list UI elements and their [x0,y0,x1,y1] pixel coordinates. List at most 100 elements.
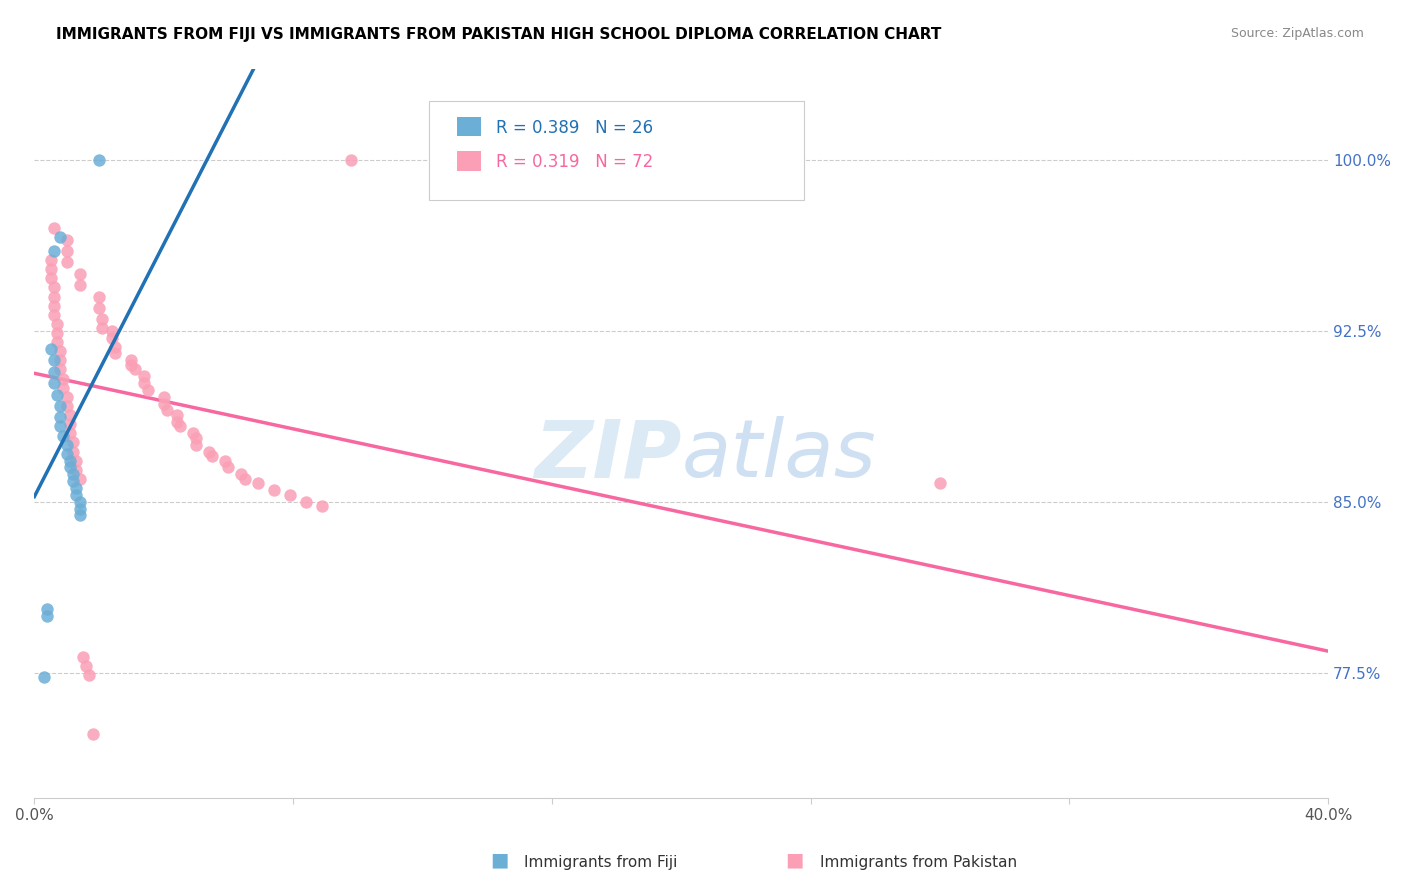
Point [263,483,285,498]
Point [166,408,188,422]
Point [233,472,256,486]
Point [246,476,269,491]
Text: ■: ■ [489,851,509,870]
Point [120,353,142,368]
Point [91,321,114,335]
Point [134,376,156,391]
Text: Immigrants from Pakistan: Immigrants from Pakistan [820,855,1017,870]
Point [59,417,82,432]
Point [39,271,62,285]
Point [278,488,301,502]
Point [49,353,72,368]
Point [69,501,91,516]
Point [79,668,101,682]
Point [69,278,91,293]
Point [124,362,146,376]
Point [82,727,104,741]
Text: R = 0.389   N = 26: R = 0.389 N = 26 [496,119,654,136]
Point [52,428,75,442]
Point [201,449,224,463]
Point [120,358,142,372]
Point [49,419,72,434]
Point [214,453,236,467]
Point [42,299,65,313]
Text: ZIP: ZIP [534,417,682,494]
Point [156,403,179,417]
Point [49,344,72,359]
Text: IMMIGRANTS FROM FIJI VS IMMIGRANTS FROM PAKISTAN HIGH SCHOOL DIPLOMA CORRELATION: IMMIGRANTS FROM FIJI VS IMMIGRANTS FROM … [56,27,942,42]
Point [87,301,110,315]
Point [37,602,59,616]
Point [37,608,59,623]
Point [42,376,65,391]
Point [52,381,75,395]
Point [55,447,77,461]
Point [75,658,97,673]
Point [929,476,952,491]
Point [101,330,124,344]
Point [62,467,84,482]
Point [55,233,77,247]
Text: R = 0.319   N = 72: R = 0.319 N = 72 [496,153,654,171]
Point [32,670,55,684]
Point [59,460,82,475]
Point [55,255,77,269]
Point [87,153,110,167]
Point [55,244,77,258]
Point [134,369,156,384]
FancyBboxPatch shape [429,102,804,200]
Point [65,453,87,467]
Point [46,387,69,401]
Point [55,438,77,452]
FancyBboxPatch shape [457,117,481,136]
Point [136,383,159,397]
Point [42,353,65,368]
Point [62,444,84,458]
Point [198,444,221,458]
Point [62,474,84,488]
Point [39,262,62,277]
Point [184,438,207,452]
Point [72,649,94,664]
Point [152,397,174,411]
Point [152,390,174,404]
Point [46,317,69,331]
Point [39,253,62,268]
Point [169,419,191,434]
Point [42,221,65,235]
Point [49,230,72,244]
Point [59,408,82,422]
Point [311,500,333,514]
Point [46,326,69,340]
Point [42,244,65,258]
Text: Immigrants from Fiji: Immigrants from Fiji [524,855,678,870]
FancyBboxPatch shape [457,151,481,170]
Point [69,508,91,523]
Point [166,415,188,429]
Point [59,426,82,441]
Point [39,342,62,356]
Point [49,410,72,425]
Point [49,362,72,376]
Text: atlas: atlas [682,417,876,494]
Point [55,399,77,413]
Point [62,435,84,450]
Point [231,467,253,482]
Point [46,335,69,350]
Point [91,312,114,326]
Point [217,460,239,475]
Point [65,481,87,495]
Point [42,289,65,303]
Point [42,280,65,294]
Point [55,390,77,404]
Point [104,346,127,360]
Point [65,488,87,502]
Text: ■: ■ [785,851,804,870]
Point [184,431,207,445]
Point [69,267,91,281]
Point [69,494,91,508]
Point [49,399,72,413]
Point [101,324,124,338]
Point [295,494,318,508]
Point [52,371,75,385]
